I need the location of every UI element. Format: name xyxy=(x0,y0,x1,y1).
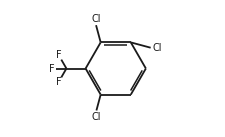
Text: Cl: Cl xyxy=(151,43,161,53)
Text: Cl: Cl xyxy=(91,14,100,24)
Text: Cl: Cl xyxy=(91,112,101,122)
Text: F: F xyxy=(56,50,61,60)
Text: F: F xyxy=(56,77,61,87)
Text: F: F xyxy=(48,64,54,73)
